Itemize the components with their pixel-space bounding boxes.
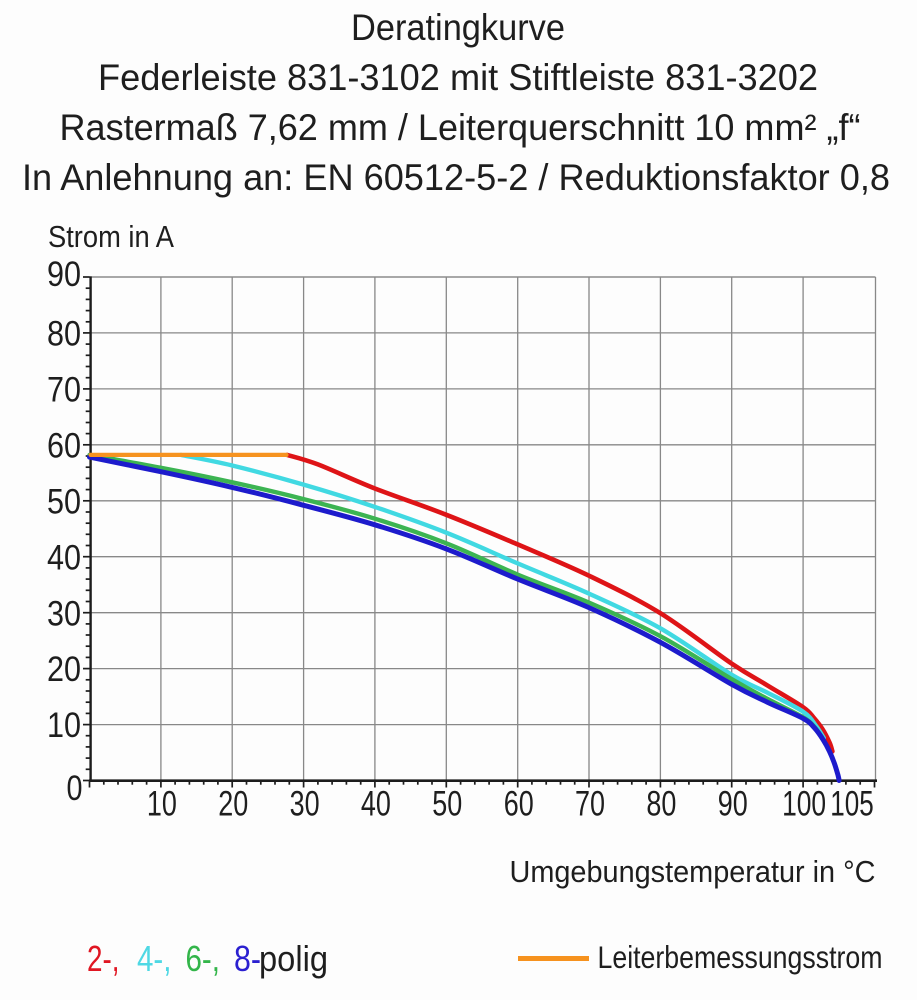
svg-text:Rastermaß 7,62 mm / Leiterquer: Rastermaß 7,62 mm / Leiterquerschnitt 10…	[60, 107, 861, 148]
svg-text:20: 20	[218, 785, 248, 824]
svg-text:60: 60	[504, 785, 534, 824]
svg-text:2-,: 2-,	[87, 938, 120, 979]
svg-text:40: 40	[47, 538, 81, 577]
svg-text:Federleiste 831-3102 mit Stift: Federleiste 831-3102 mit Stiftleiste 831…	[98, 57, 818, 98]
svg-text:20: 20	[47, 650, 81, 689]
svg-text:Leiterbemessungsstrom: Leiterbemessungsstrom	[598, 939, 883, 975]
svg-text:6-,: 6-,	[186, 938, 221, 979]
svg-text:30: 30	[290, 785, 320, 824]
svg-text:40: 40	[361, 785, 391, 824]
svg-text:90: 90	[47, 255, 81, 294]
svg-text:80: 80	[47, 315, 81, 354]
svg-text:Deratingkurve: Deratingkurve	[351, 7, 565, 48]
svg-text:105: 105	[830, 785, 874, 824]
svg-text:0: 0	[67, 769, 83, 808]
svg-text:60: 60	[47, 426, 81, 465]
svg-text:50: 50	[47, 482, 81, 521]
svg-text:30: 30	[47, 594, 81, 633]
svg-text:8-: 8-	[234, 938, 261, 979]
svg-text:70: 70	[47, 371, 81, 410]
svg-text:Strom in A: Strom in A	[48, 220, 175, 254]
svg-text:4-,: 4-,	[137, 938, 172, 979]
svg-text:100: 100	[782, 785, 826, 824]
svg-text:50: 50	[432, 785, 462, 824]
svg-text:Umgebungstemperatur in °C: Umgebungstemperatur in °C	[510, 855, 876, 889]
svg-text:70: 70	[575, 785, 605, 824]
svg-text:10: 10	[147, 785, 177, 824]
svg-text:polig: polig	[259, 938, 328, 979]
svg-text:80: 80	[646, 785, 676, 824]
svg-text:10: 10	[47, 706, 81, 745]
svg-text:90: 90	[718, 785, 748, 824]
svg-text:In Anlehnung an: EN 60512-5-2: In Anlehnung an: EN 60512-5-2 / Reduktio…	[22, 157, 890, 198]
